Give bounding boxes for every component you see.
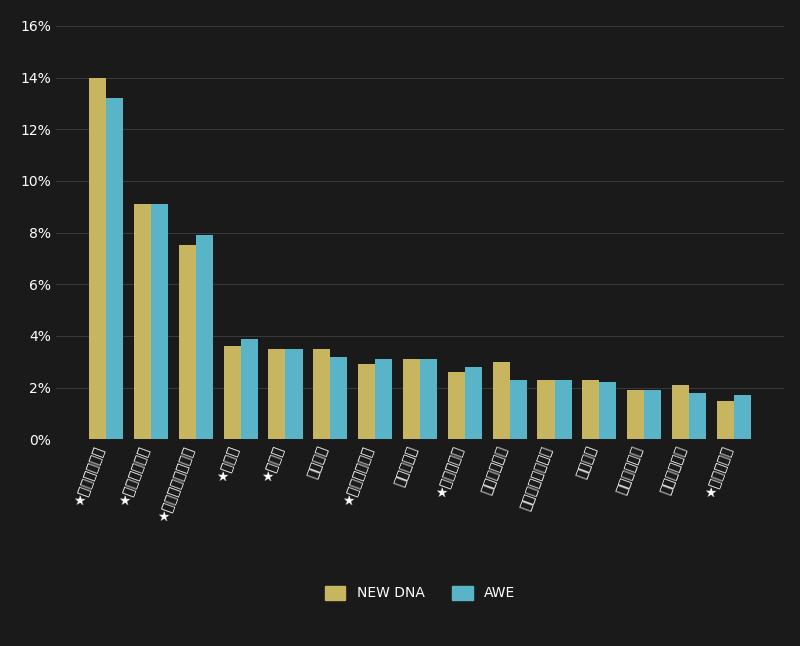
Bar [554, 380, 571, 439]
Bar [358, 364, 375, 439]
Bar [178, 245, 196, 439]
Bar [375, 359, 392, 439]
Bar [106, 98, 123, 439]
Bar [89, 78, 106, 439]
Bar [286, 349, 302, 439]
Bar [689, 393, 706, 439]
Bar [241, 339, 258, 439]
Bar [493, 362, 510, 439]
Bar [269, 349, 286, 439]
Bar [582, 380, 599, 439]
Bar [672, 385, 689, 439]
Bar [599, 382, 616, 439]
Bar [420, 359, 437, 439]
Bar [448, 372, 465, 439]
Bar [538, 380, 554, 439]
Legend: NEW DNA, AWE: NEW DNA, AWE [319, 580, 521, 606]
Bar [644, 390, 662, 439]
Bar [717, 401, 734, 439]
Bar [314, 349, 330, 439]
Bar [196, 235, 213, 439]
Bar [134, 204, 151, 439]
Bar [224, 346, 241, 439]
Bar [330, 357, 347, 439]
Bar [734, 395, 751, 439]
Bar [510, 380, 526, 439]
Bar [403, 359, 420, 439]
Bar [627, 390, 644, 439]
Bar [151, 204, 168, 439]
Bar [465, 367, 482, 439]
